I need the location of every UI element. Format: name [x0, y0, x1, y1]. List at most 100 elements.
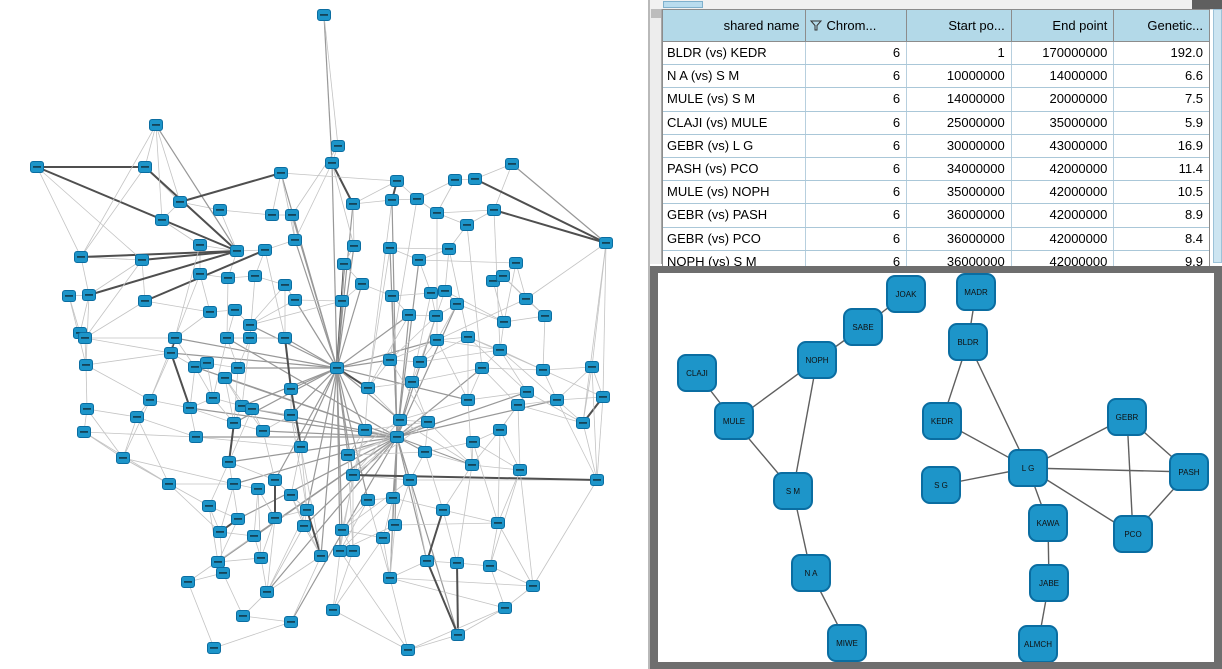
overview-edge[interactable]: [179, 172, 282, 203]
table-cell[interactable]: 36000000: [907, 227, 1012, 250]
overview-node[interactable]: [460, 219, 474, 231]
overview-edge[interactable]: [233, 367, 239, 424]
overview-edge[interactable]: [336, 367, 366, 431]
overview-node[interactable]: [243, 332, 257, 344]
overview-edge[interactable]: [266, 517, 276, 593]
overview-node[interactable]: [284, 616, 298, 628]
overview-edge[interactable]: [155, 124, 163, 221]
overview-edge[interactable]: [88, 250, 238, 296]
detail-node[interactable]: MULE: [714, 402, 754, 440]
overview-edge[interactable]: [187, 581, 215, 649]
overview-node[interactable]: [228, 304, 242, 316]
overview-edge[interactable]: [195, 436, 302, 448]
overview-edge[interactable]: [493, 209, 607, 244]
column-header[interactable]: End point: [1012, 10, 1115, 41]
overview-edge[interactable]: [249, 300, 343, 326]
overview-node[interactable]: [526, 580, 540, 592]
overview-node[interactable]: [203, 306, 217, 318]
detail-edge[interactable]: [1027, 467, 1190, 473]
overview-edge[interactable]: [411, 367, 483, 383]
overview-edge[interactable]: [419, 349, 501, 363]
overview-edge[interactable]: [80, 250, 238, 258]
overview-edge[interactable]: [122, 457, 235, 485]
overview-edge[interactable]: [300, 367, 338, 448]
overview-edge[interactable]: [290, 414, 308, 511]
overview-edge[interactable]: [396, 436, 459, 636]
overview-node[interactable]: [74, 251, 88, 263]
overview-edge[interactable]: [411, 381, 429, 423]
table-cell[interactable]: 6: [806, 111, 908, 134]
overview-edge[interactable]: [264, 249, 286, 339]
overview-edge[interactable]: [170, 352, 338, 369]
table-row[interactable]: MULE (vs) NOPH 6 35000000 42000000 10.5: [663, 181, 1209, 205]
overview-network[interactable]: [0, 0, 648, 669]
overview-edge[interactable]: [189, 407, 235, 424]
overview-node[interactable]: [497, 316, 511, 328]
overview-node[interactable]: [410, 193, 424, 205]
detail-node[interactable]: PASH: [1169, 453, 1209, 491]
overview-edge[interactable]: [284, 337, 338, 369]
overview-edge[interactable]: [419, 336, 469, 363]
table-cell[interactable]: 6: [806, 204, 908, 227]
overview-edge[interactable]: [526, 391, 584, 424]
overview-edge[interactable]: [426, 509, 444, 562]
overview-node[interactable]: [288, 294, 302, 306]
overview-node[interactable]: [213, 204, 227, 216]
detail-node[interactable]: ALMCH: [1018, 625, 1058, 662]
overview-edge[interactable]: [444, 290, 505, 323]
overview-node[interactable]: [284, 383, 298, 395]
overview-node[interactable]: [493, 424, 507, 436]
overview-edge[interactable]: [389, 359, 429, 423]
overview-node[interactable]: [181, 576, 195, 588]
column-header[interactable]: Chrom...: [806, 10, 908, 41]
overview-node[interactable]: [231, 513, 245, 525]
table-cell[interactable]: 42000000: [1012, 250, 1115, 273]
overview-edge[interactable]: [418, 259, 517, 264]
overview-edge[interactable]: [300, 446, 322, 557]
overview-edge[interactable]: [497, 522, 534, 587]
overview-edge[interactable]: [170, 352, 191, 409]
table-cell[interactable]: 7.5: [1184, 91, 1204, 107]
overview-edge[interactable]: [602, 242, 607, 398]
table-cell[interactable]: 16.9: [1177, 137, 1204, 153]
overview-edge[interactable]: [336, 300, 343, 369]
overview-edge[interactable]: [596, 396, 604, 481]
overview-node[interactable]: [256, 425, 270, 437]
overview-edge[interactable]: [347, 419, 401, 456]
overview-node[interactable]: [403, 474, 417, 486]
overview-edge[interactable]: [228, 461, 239, 520]
overview-edge[interactable]: [456, 303, 505, 323]
table-cell[interactable]: 170000000: [1012, 42, 1115, 65]
overview-node[interactable]: [401, 644, 415, 656]
table-cell[interactable]: 6: [806, 134, 908, 157]
table-cell[interactable]: 34000000: [907, 157, 1012, 181]
overview-node[interactable]: [260, 586, 274, 598]
overview-edge[interactable]: [332, 609, 409, 651]
overview-node[interactable]: [164, 347, 178, 359]
table-cell[interactable]: 6: [806, 181, 908, 204]
overview-edge[interactable]: [228, 408, 253, 463]
detail-node[interactable]: CLAJI: [677, 354, 717, 392]
overview-node[interactable]: [78, 332, 92, 344]
table-row[interactable]: CLAJI (vs) MULE 6 25000000 35000000 5.9: [663, 111, 1209, 135]
overview-edge[interactable]: [382, 537, 391, 579]
overview-edge[interactable]: [280, 172, 398, 182]
overview-edge[interactable]: [271, 172, 282, 216]
overview-edge[interactable]: [457, 607, 506, 636]
table-cell[interactable]: 35000000: [1012, 111, 1115, 134]
overview-edge[interactable]: [517, 404, 584, 424]
overview-edge[interactable]: [257, 488, 262, 559]
overview-edge[interactable]: [367, 381, 413, 389]
overview-node[interactable]: [326, 604, 340, 616]
overview-edge[interactable]: [396, 399, 558, 438]
overview-edge[interactable]: [442, 464, 473, 511]
overview-edge[interactable]: [241, 337, 251, 407]
overview-node[interactable]: [538, 310, 552, 322]
overview-edge[interactable]: [294, 299, 343, 302]
overview-node[interactable]: [383, 572, 397, 584]
overview-edge[interactable]: [497, 429, 501, 524]
overview-node[interactable]: [347, 240, 361, 252]
overview-edge[interactable]: [141, 250, 238, 261]
overview-edge[interactable]: [300, 446, 308, 511]
overview-edge[interactable]: [364, 387, 369, 431]
